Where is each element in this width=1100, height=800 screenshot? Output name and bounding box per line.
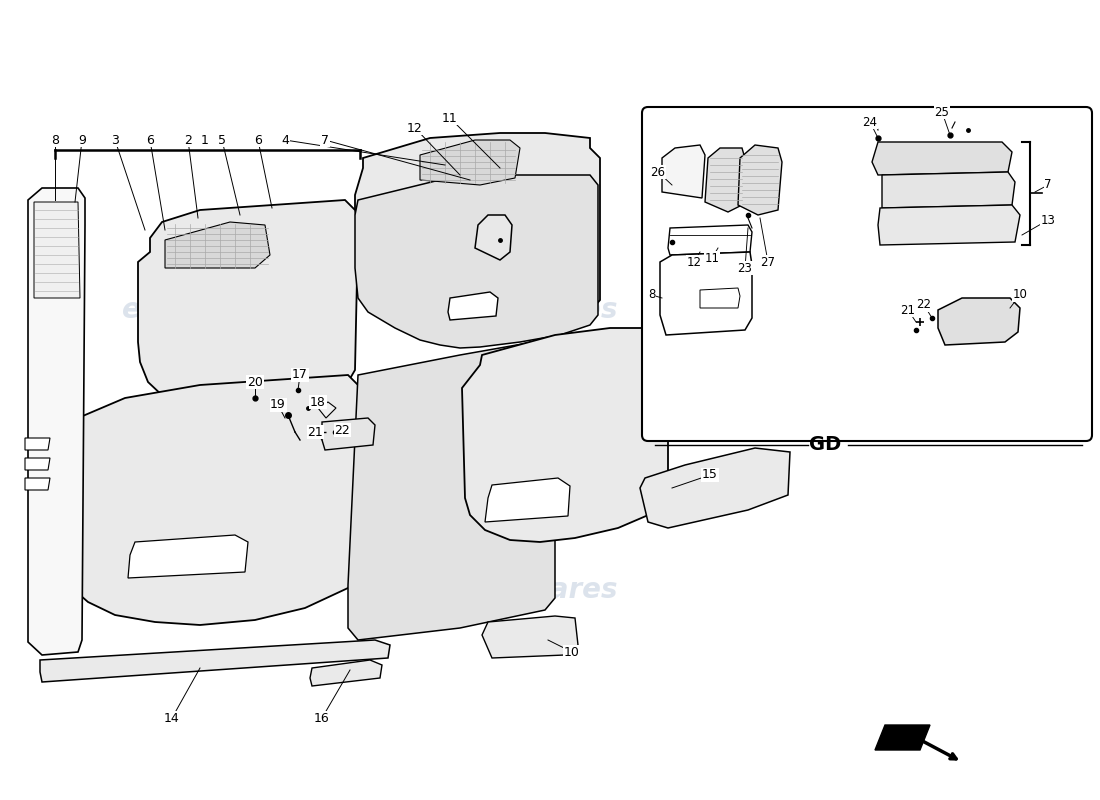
Polygon shape bbox=[310, 660, 382, 686]
Text: 25: 25 bbox=[935, 106, 949, 118]
Text: 10: 10 bbox=[1013, 289, 1027, 302]
Text: 23: 23 bbox=[738, 262, 752, 274]
Text: 27: 27 bbox=[760, 255, 775, 269]
Text: 26: 26 bbox=[650, 166, 666, 178]
Polygon shape bbox=[128, 535, 248, 578]
Text: 12: 12 bbox=[686, 255, 702, 269]
Polygon shape bbox=[355, 133, 600, 338]
Text: 6: 6 bbox=[146, 134, 154, 146]
Text: 16: 16 bbox=[315, 711, 330, 725]
Text: eurospares: eurospares bbox=[442, 576, 618, 604]
Text: 10: 10 bbox=[564, 646, 580, 658]
Text: 22: 22 bbox=[916, 298, 932, 311]
Polygon shape bbox=[662, 145, 705, 198]
Text: 21: 21 bbox=[901, 303, 915, 317]
Text: 24: 24 bbox=[862, 115, 878, 129]
Polygon shape bbox=[62, 375, 358, 625]
Polygon shape bbox=[668, 225, 752, 255]
Text: 17: 17 bbox=[293, 369, 308, 382]
Polygon shape bbox=[448, 292, 498, 320]
Polygon shape bbox=[348, 340, 556, 640]
Text: 13: 13 bbox=[1041, 214, 1055, 226]
Polygon shape bbox=[25, 458, 50, 470]
Text: 19: 19 bbox=[271, 398, 286, 411]
Text: eurospares: eurospares bbox=[442, 296, 618, 324]
Polygon shape bbox=[660, 252, 752, 335]
Text: 9: 9 bbox=[78, 134, 86, 146]
Text: 18: 18 bbox=[310, 395, 326, 409]
Polygon shape bbox=[700, 288, 740, 308]
Text: 4: 4 bbox=[282, 134, 289, 146]
Text: 21: 21 bbox=[307, 426, 323, 438]
Polygon shape bbox=[640, 448, 790, 528]
Polygon shape bbox=[165, 222, 270, 268]
Text: eurospares: eurospares bbox=[122, 296, 298, 324]
Text: 8: 8 bbox=[648, 289, 656, 302]
Polygon shape bbox=[872, 142, 1012, 175]
Polygon shape bbox=[738, 145, 782, 215]
Text: 14: 14 bbox=[164, 711, 180, 725]
Polygon shape bbox=[40, 640, 390, 682]
Text: 11: 11 bbox=[704, 251, 719, 265]
Polygon shape bbox=[485, 478, 570, 522]
Text: 8: 8 bbox=[51, 134, 59, 146]
Text: 15: 15 bbox=[702, 469, 718, 482]
Polygon shape bbox=[874, 725, 929, 750]
Text: GD: GD bbox=[808, 435, 842, 454]
Text: 6: 6 bbox=[254, 134, 262, 146]
Polygon shape bbox=[420, 140, 520, 185]
Text: 7: 7 bbox=[321, 134, 329, 146]
Polygon shape bbox=[318, 402, 336, 418]
Polygon shape bbox=[878, 205, 1020, 245]
Text: 20: 20 bbox=[248, 375, 263, 389]
Polygon shape bbox=[705, 148, 746, 212]
Polygon shape bbox=[138, 200, 358, 418]
Text: 1: 1 bbox=[201, 134, 209, 146]
Polygon shape bbox=[938, 298, 1020, 345]
Polygon shape bbox=[322, 418, 375, 450]
Text: 12: 12 bbox=[407, 122, 422, 134]
Text: 7: 7 bbox=[1044, 178, 1052, 191]
Polygon shape bbox=[482, 616, 578, 658]
Text: 11: 11 bbox=[442, 111, 458, 125]
Polygon shape bbox=[882, 172, 1015, 208]
Polygon shape bbox=[475, 215, 512, 260]
Polygon shape bbox=[25, 478, 50, 490]
Polygon shape bbox=[462, 328, 668, 542]
Text: 3: 3 bbox=[111, 134, 119, 146]
FancyBboxPatch shape bbox=[642, 107, 1092, 441]
Polygon shape bbox=[25, 438, 50, 450]
Text: eurospares: eurospares bbox=[122, 576, 298, 604]
Text: 22: 22 bbox=[334, 423, 350, 437]
Polygon shape bbox=[355, 175, 598, 348]
Text: 5: 5 bbox=[218, 134, 226, 146]
Polygon shape bbox=[28, 188, 85, 655]
Polygon shape bbox=[34, 202, 80, 298]
Text: 2: 2 bbox=[184, 134, 191, 146]
